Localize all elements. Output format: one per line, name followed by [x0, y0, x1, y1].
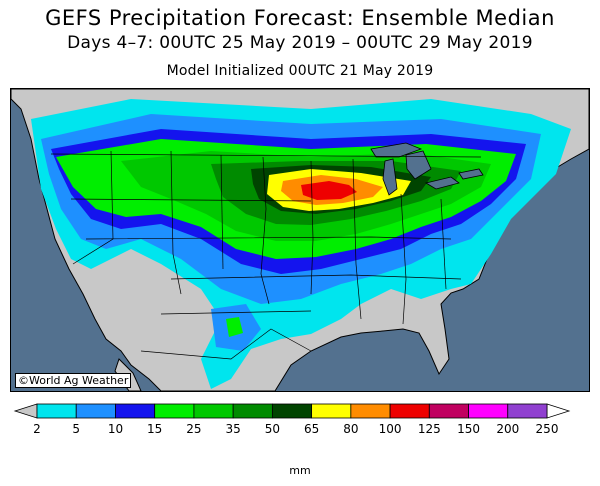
legend-tick-label: 50 — [265, 422, 280, 436]
precip-texas-patch — [226, 317, 243, 337]
legend-swatch — [36, 403, 77, 419]
legend-units: mm — [289, 464, 311, 477]
legend-tick-label: 10 — [108, 422, 123, 436]
legend-tick-label: 250 — [536, 422, 559, 436]
credit-label: ©World Ag Weather — [15, 373, 132, 388]
legend-tick-label: 125 — [418, 422, 441, 436]
legend-tick-label: 15 — [147, 422, 162, 436]
legend-tick-label: 100 — [379, 422, 402, 436]
precip-100-125 — [301, 181, 357, 200]
legend-swatch — [428, 403, 469, 419]
legend-tick-label: 35 — [226, 422, 241, 436]
legend-swatch — [193, 403, 234, 419]
precipitation-map: ©World Ag Weather — [10, 88, 590, 392]
legend-under-arrow — [13, 403, 38, 419]
legend-tick-label: 80 — [343, 422, 358, 436]
map-title: GEFS Precipitation Forecast: Ensemble Me… — [45, 6, 555, 30]
legend-swatch — [507, 403, 548, 419]
legend-tick-label: 5 — [72, 422, 80, 436]
legend-tick-label: 2 — [33, 422, 41, 436]
model-initialized: Model Initialized 00UTC 21 May 2019 — [166, 63, 434, 79]
legend-swatch — [389, 403, 430, 419]
legend-swatch — [468, 403, 509, 419]
legend-swatch — [311, 403, 352, 419]
color-legend: 2 5 10 15 25 35 50 65 80 100 125 150 200 250 — [13, 403, 571, 436]
forecast-period: Days 4–7: 00UTC 25 May 2019 – 00UTC 29 M… — [67, 33, 533, 53]
legend-over-arrow — [546, 403, 571, 419]
legend-tick-label: 65 — [304, 422, 319, 436]
legend-swatch — [232, 403, 273, 419]
legend-tick-label: 25 — [186, 422, 201, 436]
legend-tick-label: 200 — [496, 422, 519, 436]
legend-swatch — [154, 403, 195, 419]
legend-tick-label: 150 — [457, 422, 480, 436]
legend-swatch — [271, 403, 313, 419]
legend-swatch — [115, 403, 156, 419]
legend-swatch — [75, 403, 116, 419]
great-lakes — [370, 142, 484, 196]
legend-swatch — [350, 403, 391, 419]
boundaries — [50, 150, 482, 360]
